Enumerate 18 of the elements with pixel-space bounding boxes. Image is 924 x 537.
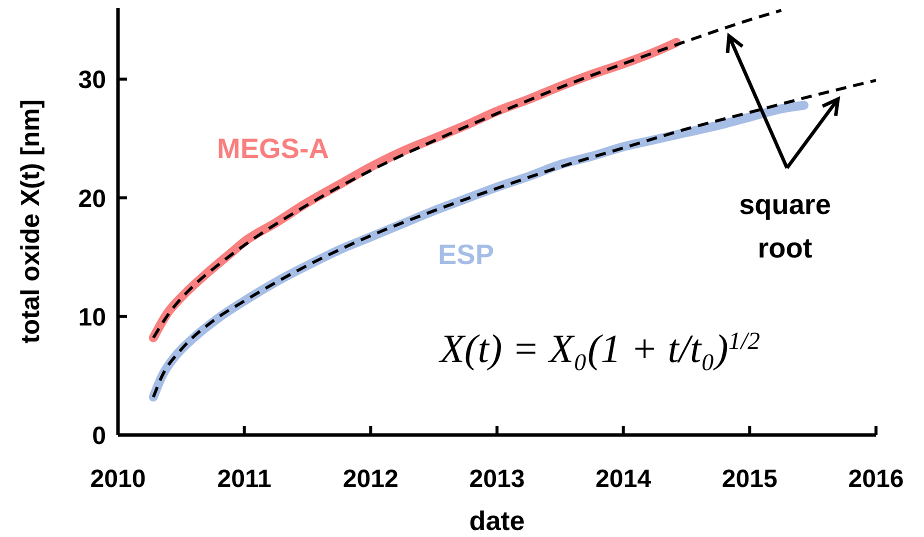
x-tick-label: 2013 <box>469 465 525 493</box>
series-label: MEGS-A <box>217 133 329 164</box>
x-tick-label: 2016 <box>848 465 904 493</box>
annotation: X(t) = X₀(1 + t/t₀)$^{1/2}$ <box>438 326 760 371</box>
x-axis-title: date <box>469 506 525 536</box>
x-tick-label: 2010 <box>90 465 146 493</box>
series-label: ESP <box>438 239 494 270</box>
line-series <box>152 78 876 399</box>
y-tick-label: 30 <box>78 66 106 94</box>
x-tick-label: 2012 <box>342 465 398 493</box>
y-tick-label: 0 <box>92 422 106 450</box>
y-tick-label: 10 <box>78 303 106 332</box>
x-tick-label: 2014 <box>596 465 652 493</box>
y-axis-title: total oxide X(t) [nm] <box>15 99 45 344</box>
x-tick-label: 2015 <box>722 465 778 493</box>
y-tick-label: 20 <box>78 184 106 213</box>
x-tick-label: 2011 <box>217 465 272 493</box>
annotation: square root <box>739 189 831 264</box>
